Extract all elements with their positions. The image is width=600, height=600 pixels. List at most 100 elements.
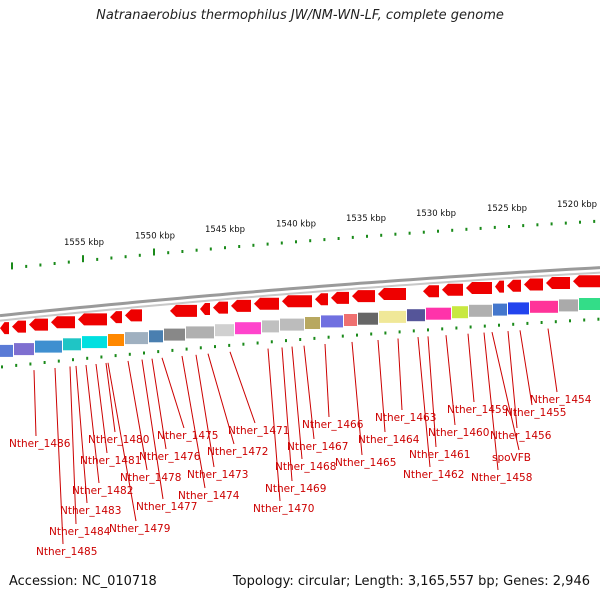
kbp-label: 1555 kbp: [64, 238, 104, 248]
gene-label: Nther_1460: [428, 427, 489, 439]
leader-line: [507, 331, 518, 429]
backbone-inner: [0, 271, 600, 322]
feature-track: [0, 298, 600, 357]
kbp-label: 1520 kbp: [557, 200, 597, 210]
feature-block: [0, 344, 13, 357]
feature-block: [186, 326, 214, 339]
gene-arrow: [524, 278, 543, 291]
gene-arrow: [0, 322, 9, 335]
genome-backbone: [0, 266, 600, 322]
gene-arrow: [125, 309, 142, 322]
feature-block: [493, 303, 507, 316]
gene-arrow: [282, 295, 312, 308]
gene-label: Nther_1483: [60, 505, 121, 517]
feature-block: [379, 310, 406, 323]
feature-block: [63, 338, 81, 351]
gene-arrow: [495, 280, 504, 293]
leader-line: [207, 353, 235, 445]
gene-label: Nther_1459: [447, 404, 508, 416]
feature-block: [344, 314, 357, 326]
gene-label: Nther_1456: [490, 430, 552, 442]
map-title: Natranaerobius thermophilus JW/NM-WN-LF,…: [96, 8, 504, 23]
minor-ticks: [1, 317, 600, 369]
gene-arrow: [546, 277, 570, 290]
leader-line: [445, 335, 456, 426]
gene-label: Nther_1471: [228, 425, 289, 437]
gene-arrow: [507, 279, 521, 292]
leader-line: [195, 354, 215, 468]
leader-lines: [33, 328, 558, 545]
gene-label: Nther_1468: [275, 461, 336, 473]
leader-line: [85, 364, 100, 484]
feature-block: [235, 322, 261, 335]
leader-line: [547, 328, 558, 393]
kbp-label: 1540 kbp: [276, 219, 316, 229]
leader-line: [54, 367, 64, 545]
gene-arrow: [200, 302, 210, 315]
leader-line: [69, 366, 77, 525]
gene-arrow-track: [0, 275, 600, 335]
gene-label: Nther_1472: [207, 446, 268, 458]
gene-label: Nther_1480: [88, 434, 149, 446]
feature-block: [358, 312, 378, 325]
gene-label: Nther_1475: [157, 430, 218, 442]
gene-label: Nther_1473: [187, 469, 248, 481]
gene-label: Nther_1486: [9, 438, 71, 450]
feature-block: [508, 302, 529, 315]
feature-block: [125, 332, 148, 345]
leader-line: [105, 362, 116, 433]
gene-label: Nther_1465: [335, 457, 396, 469]
gene-arrow: [573, 275, 600, 288]
gene-label: Nther_1478: [120, 472, 181, 484]
gene-label: Nther_1458: [471, 472, 532, 484]
leader-line: [324, 343, 330, 418]
leader-line: [519, 330, 533, 406]
kbp-label: 1525 kbp: [487, 204, 527, 214]
gene-labels: Nther_1486 Nther_1485 Nther_1484 Nther_1483…: [9, 394, 592, 558]
backbone-outer: [0, 266, 600, 318]
feature-block: [321, 315, 343, 328]
leader-line: [151, 358, 167, 450]
leader-line: [95, 363, 108, 454]
gene-arrow: [110, 311, 122, 324]
feature-block: [108, 334, 124, 346]
feature-block: [559, 299, 578, 312]
feature-block: [530, 300, 558, 313]
feature-block: [35, 340, 62, 353]
leader-line: [281, 347, 293, 482]
leader-line: [397, 338, 403, 411]
leader-line: [351, 341, 363, 456]
gene-label: Nther_1485: [36, 546, 97, 558]
feature-block: [215, 324, 234, 337]
gene-label: Nther_1482: [72, 485, 133, 497]
gene-label: spoVFB: [492, 452, 531, 464]
gene-arrow: [352, 290, 375, 303]
gene-arrow: [254, 297, 279, 310]
gene-label: Nther_1479: [109, 523, 170, 535]
kbp-label: 1550 kbp: [135, 231, 175, 241]
kbp-label: 1545 kbp: [205, 225, 245, 235]
leader-line: [33, 370, 37, 437]
scale-ticks: [11, 219, 596, 270]
leader-line: [229, 351, 256, 424]
leader-line: [107, 362, 137, 522]
feature-block: [149, 330, 163, 343]
accession-text: Accession: NC_010718: [9, 574, 157, 589]
kbp-label: 1530 kbp: [416, 209, 456, 219]
feature-block: [469, 304, 492, 317]
gene-label: Nther_1484: [49, 526, 111, 538]
gene-arrow: [231, 299, 251, 312]
scale-labels: 1555 kbp 1550 kbp 1545 kbp 1540 kbp 1535 kbp…: [64, 200, 597, 248]
gene-label: Nther_1467: [287, 441, 348, 453]
leader-line: [141, 359, 164, 500]
gene-arrow: [442, 283, 463, 296]
leader-line: [161, 357, 185, 429]
gene-arrow: [213, 301, 228, 314]
gene-label: Nther_1455: [505, 407, 566, 419]
feature-block: [452, 306, 468, 319]
leader-line: [291, 346, 303, 460]
feature-block: [14, 343, 34, 356]
gene-label: Nther_1469: [265, 483, 326, 495]
gene-label: Nther_1454: [530, 394, 592, 406]
leader-line: [417, 337, 431, 468]
